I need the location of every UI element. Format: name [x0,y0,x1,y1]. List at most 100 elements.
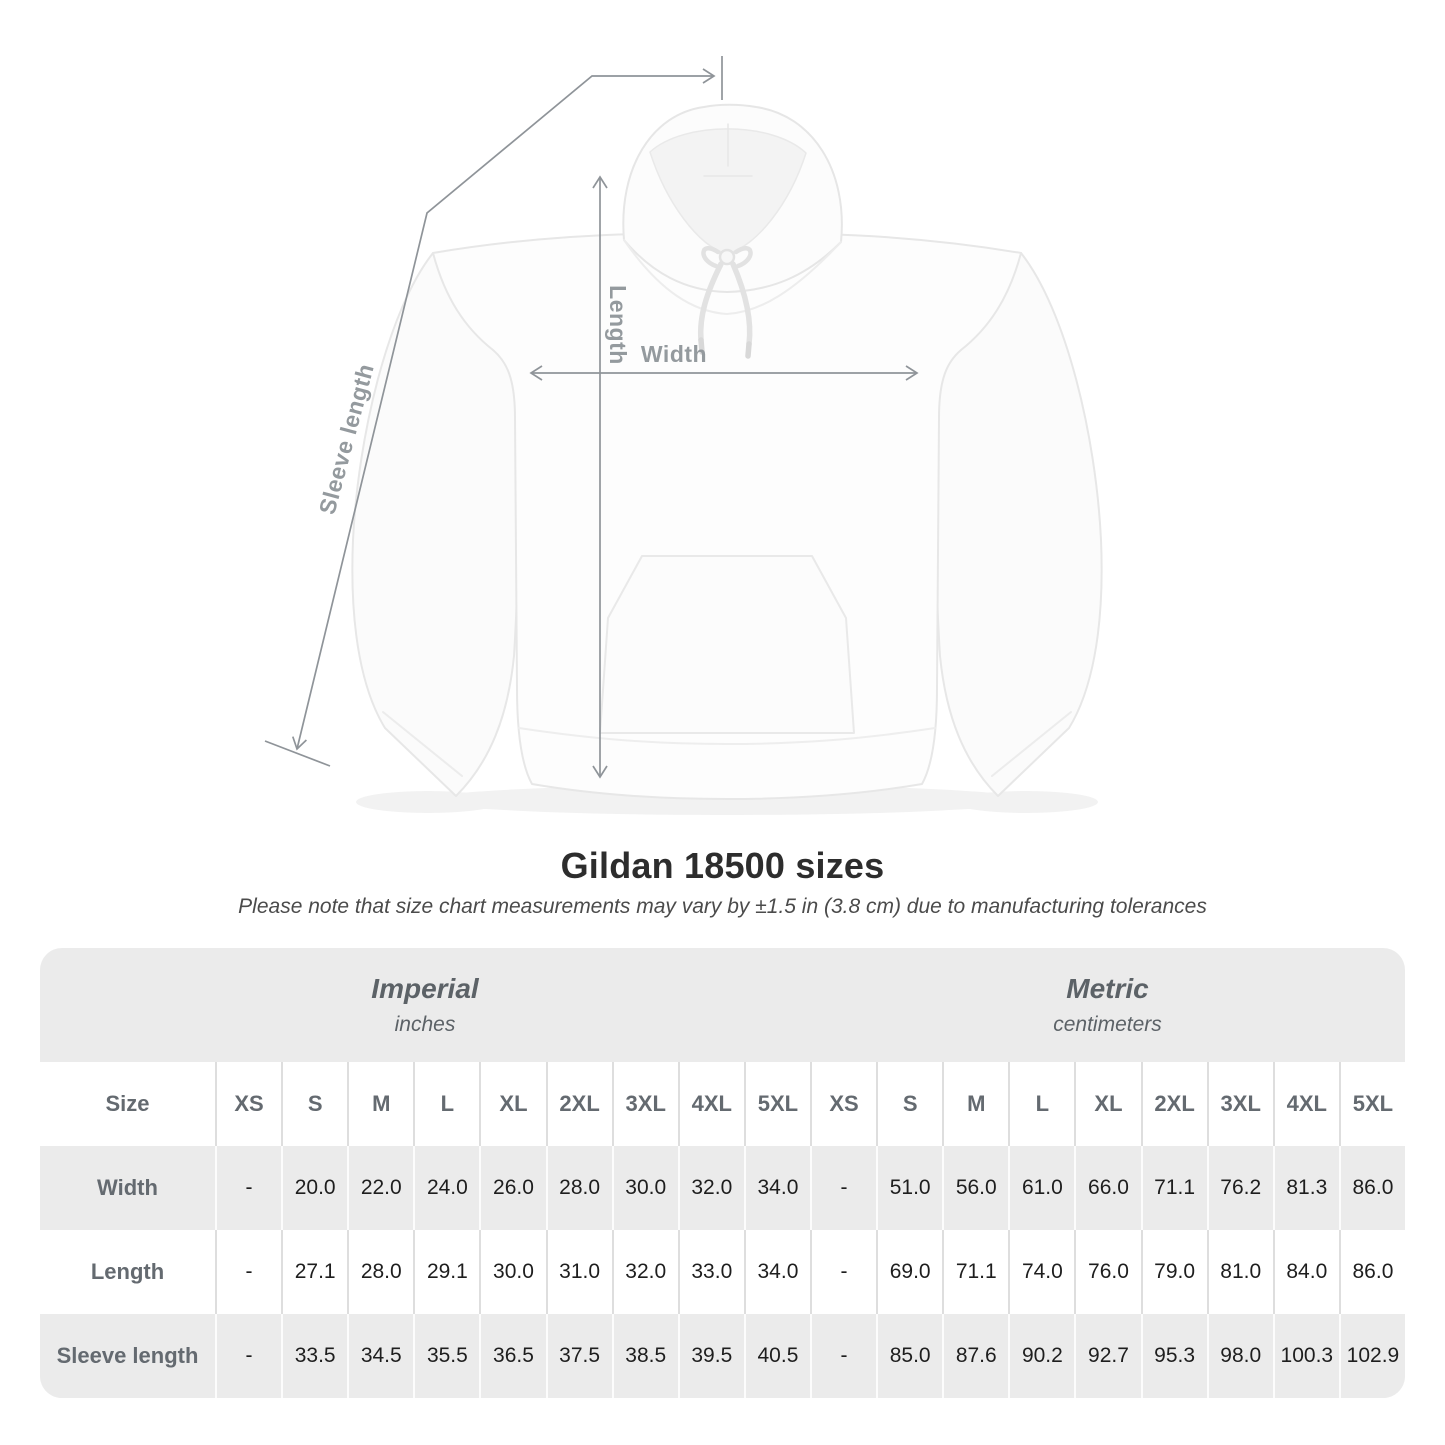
drawstring-right [730,261,753,347]
value-cell: - [810,1146,877,1230]
measurement-lines [264,56,919,779]
imperial-title: Imperial [371,973,479,1004]
caption-block: Gildan 18500 sizes Please note that size… [0,846,1445,919]
value-cell: 66.0 [1074,1146,1141,1230]
value-cell: 84.0 [1272,1230,1339,1314]
size-header: L [1008,1062,1075,1146]
size-header: XL [479,1062,546,1146]
value-cell: 98.0 [1206,1314,1273,1398]
value-cell: 81.3 [1272,1146,1339,1230]
value-cell: - [215,1146,282,1230]
value-cell: 34.0 [743,1230,810,1314]
hoodie-diagram-svg: Length Width Sleeve length [264,56,1103,815]
size-header: 3XL [1206,1062,1273,1146]
value-cell: 32.0 [677,1146,744,1230]
size-header: 5XL [1338,1062,1405,1146]
size-row-header: Size [40,1062,215,1146]
hoodie-measurement-diagram: Length Width Sleeve length [264,56,1103,815]
value-cell: 51.0 [876,1146,943,1230]
value-cell: 34.5 [347,1314,414,1398]
value-cell: 71.1 [942,1230,1009,1314]
value-cell: - [215,1230,282,1314]
value-cell: 71.1 [1140,1146,1207,1230]
value-cell: 29.1 [413,1230,480,1314]
value-cell: 79.0 [1140,1230,1207,1314]
hoodie-illustration [351,103,1103,815]
size-header: XL [1074,1062,1141,1146]
value-cell: 33.5 [281,1314,348,1398]
imperial-unit: inches [394,1013,456,1036]
value-cell: 28.0 [347,1230,414,1314]
value-cell: 87.6 [942,1314,1009,1398]
tolerance-note: Please note that size chart measurements… [238,895,1207,918]
row-label-sleeve-length: Sleeve length [40,1314,215,1398]
value-cell: 38.5 [611,1314,678,1398]
size-header: 4XL [677,1062,744,1146]
value-cell: 27.1 [281,1230,348,1314]
size-header: XS [215,1062,282,1146]
metric-header: Metric centimeters [810,948,1405,1062]
value-cell: 31.0 [545,1230,612,1314]
value-cell: 39.5 [677,1314,744,1398]
sleeve-length-arrow [291,68,716,751]
cuff-tick [264,740,331,767]
width-label: Width [641,341,707,367]
value-cell: 37.5 [545,1314,612,1398]
value-cell: 69.0 [876,1230,943,1314]
value-cell: 26.0 [479,1146,546,1230]
size-header: 3XL [611,1062,678,1146]
value-cell: 56.0 [942,1146,1009,1230]
right-cuff-seam [991,711,1072,777]
value-cell: 33.0 [677,1230,744,1314]
value-cell: 76.2 [1206,1146,1273,1230]
drawstring-right-aglet [745,341,752,359]
value-cell: 76.0 [1074,1230,1141,1314]
right-cuff-shadow [954,791,1098,813]
size-header: 2XL [545,1062,612,1146]
drawstring-loop-right [733,246,753,269]
drawstring-knot [718,248,736,266]
value-cell: 22.0 [347,1146,414,1230]
imperial-header: Imperial inches [40,948,810,1062]
value-cell: 32.0 [611,1230,678,1314]
page-title: Gildan 18500 sizes [560,845,885,886]
metric-unit: centimeters [1053,1013,1162,1036]
value-cell: 28.0 [545,1146,612,1230]
metric-title: Metric [1066,973,1149,1004]
value-cell: 35.5 [413,1314,480,1398]
value-cell: 92.7 [1074,1314,1141,1398]
row-label-width: Width [40,1146,215,1230]
size-header: 4XL [1272,1062,1339,1146]
value-cell: 30.0 [611,1146,678,1230]
value-cell: 74.0 [1008,1230,1075,1314]
value-cell: 81.0 [1206,1230,1273,1314]
value-cell: - [810,1314,877,1398]
value-cell: 100.3 [1272,1314,1339,1398]
length-label: Length [605,285,631,365]
size-header: M [347,1062,414,1146]
kangaroo-pocket [599,555,855,734]
value-cell: 20.0 [281,1146,348,1230]
size-header: 2XL [1140,1062,1207,1146]
value-cell: 30.0 [479,1230,546,1314]
value-cell: 61.0 [1008,1146,1075,1230]
value-cell: 90.2 [1008,1314,1075,1398]
size-header: L [413,1062,480,1146]
value-cell: 24.0 [413,1146,480,1230]
value-cell: 86.0 [1338,1146,1405,1230]
left-cuff-shadow [356,791,500,813]
value-cell: 85.0 [876,1314,943,1398]
value-cell: 102.9 [1338,1314,1405,1398]
value-cell: 34.0 [743,1146,810,1230]
value-cell: - [215,1314,282,1398]
size-header: M [942,1062,1009,1146]
row-label-length: Length [40,1230,215,1314]
value-cell: 40.5 [743,1314,810,1398]
size-header: S [281,1062,348,1146]
value-cell: 95.3 [1140,1314,1207,1398]
value-cell: 86.0 [1338,1230,1405,1314]
value-cell: 36.5 [479,1314,546,1398]
value-cell: - [810,1230,877,1314]
size-header: S [876,1062,943,1146]
